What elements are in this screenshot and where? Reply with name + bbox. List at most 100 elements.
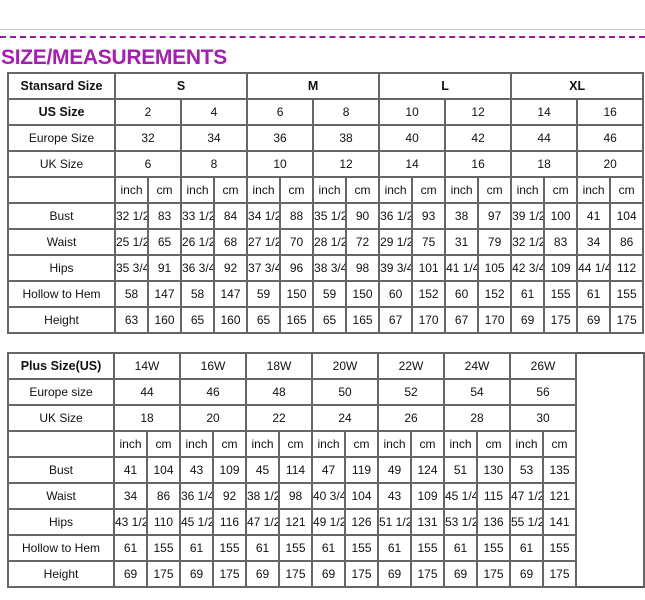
table-cell: 91 xyxy=(147,254,182,282)
table-cell: 14 xyxy=(510,98,579,126)
table-cell: 170 xyxy=(477,306,513,334)
table-cell: 58 xyxy=(114,280,149,308)
table-cell: 61 xyxy=(311,534,346,562)
table-cell: 175 xyxy=(146,560,181,588)
row-label: Hips xyxy=(7,508,115,536)
row-label: Height xyxy=(7,306,116,334)
table-cell: 109 xyxy=(543,254,579,282)
measurement-row: Hips 43 1/2 110 45 1/2 116 47 1/2 121 49 1/2 126… xyxy=(7,508,644,536)
table-cell: 84 xyxy=(212,202,249,230)
europe-size-row: Europe Size 32 34 36 38 40 42 44 46 xyxy=(7,124,645,152)
table-cell: 10 xyxy=(246,150,315,178)
unit-cm: cm xyxy=(212,176,249,204)
table-cell: 69 xyxy=(576,306,612,334)
table-cell: 53 1/2 xyxy=(443,508,478,536)
table-cell: 29 1/2 xyxy=(378,228,414,256)
measurement-row: Waist 25 1/2 65 26 1/2 68 27 1/2 70 28 1/2 72 29 … xyxy=(7,228,645,256)
table-cell: 59 xyxy=(246,280,282,308)
table-cell: 130 xyxy=(476,456,511,484)
table-cell: 45 1/4 xyxy=(443,482,478,510)
table-cell: 155 xyxy=(609,280,645,308)
table-cell: 28 xyxy=(443,404,511,432)
table-cell: 155 xyxy=(410,534,445,562)
size-group-header: M xyxy=(246,72,381,100)
unit-inch: inch xyxy=(377,430,412,458)
unit-cm: cm xyxy=(543,176,579,204)
unit-cm: cm xyxy=(410,430,445,458)
table-cell: 56 xyxy=(509,378,577,406)
top-divider xyxy=(0,29,645,30)
row-label: Waist xyxy=(7,228,116,256)
table-cell: 40 3/4 xyxy=(311,482,346,510)
table-cell: 61 xyxy=(377,534,412,562)
table-cell: 43 xyxy=(179,456,214,484)
table-cell: 61 xyxy=(510,280,546,308)
plus-size-table: Plus Size(US) 14W 16W 18W 20W 22W 24W 26W Europe… xyxy=(7,352,645,588)
unit-inch: inch xyxy=(246,176,282,204)
row-label: Hips xyxy=(7,254,116,282)
table-cell: 65 xyxy=(147,228,182,256)
unit-inch: inch xyxy=(113,430,148,458)
table-cell: 27 1/2 xyxy=(246,228,282,256)
unit-cm: cm xyxy=(476,430,511,458)
table-cell: 12 xyxy=(444,98,513,126)
table-cell: 32 1/2 xyxy=(510,228,546,256)
row-label xyxy=(7,430,115,458)
table-cell: 44 xyxy=(510,124,579,152)
unit-inch: inch xyxy=(378,176,414,204)
table-cell: 124 xyxy=(410,456,445,484)
table-cell: 38 xyxy=(444,202,480,230)
row-label: Waist xyxy=(7,482,115,510)
table-cell: 8 xyxy=(312,98,381,126)
table-cell: 32 xyxy=(114,124,182,152)
header-row: Stansard Size S M L XL xyxy=(7,72,645,100)
table-cell: 31 xyxy=(444,228,480,256)
table-cell: 2 xyxy=(114,98,182,126)
table-cell: 69 xyxy=(245,560,280,588)
plus-size-header: 26W xyxy=(509,352,577,380)
table-cell: 58 xyxy=(180,280,215,308)
table-cell: 112 xyxy=(609,254,645,282)
table-cell: 36 1/4 xyxy=(179,482,214,510)
table-cell: 43 1/2 xyxy=(113,508,148,536)
table-cell: 48 xyxy=(245,378,313,406)
row-label: UK Size xyxy=(7,404,115,432)
table-cell: 147 xyxy=(212,280,249,308)
measurement-row: Hips 35 3/4 91 36 3/4 92 37 3/4 96 38 3/4 98 39 3… xyxy=(7,254,645,282)
table-cell: 33 1/2 xyxy=(180,202,215,230)
measurement-row: Waist 34 86 36 1/4 92 38 1/2 98 40 3/4 104 43 109 4… xyxy=(7,482,644,510)
size-group-header: XL xyxy=(510,72,645,100)
table-cell: 70 xyxy=(279,228,315,256)
table-cell: 61 xyxy=(245,534,280,562)
table-cell: 136 xyxy=(476,508,511,536)
table-cell: 34 xyxy=(113,482,148,510)
table-cell: 10 xyxy=(378,98,447,126)
unit-inch: inch xyxy=(179,430,214,458)
table-cell: 47 1/2 xyxy=(509,482,544,510)
table-cell: 6 xyxy=(246,98,315,126)
measurement-row: Bust 32 1/2 83 33 1/2 84 34 1/2 88 35 1/2 90 36 1… xyxy=(7,202,645,230)
row-label: Bust xyxy=(7,202,116,230)
size-group-header: L xyxy=(378,72,513,100)
table-cell: 44 1/4 xyxy=(576,254,612,282)
table-cell: 65 xyxy=(312,306,348,334)
table-cell: 39 3/4 xyxy=(378,254,414,282)
unit-cm: cm xyxy=(212,430,247,458)
plus-size-header: 24W xyxy=(443,352,511,380)
plus-size-header: 14W xyxy=(113,352,181,380)
unit-cm: cm xyxy=(477,176,513,204)
table-cell: 98 xyxy=(278,482,313,510)
table-cell: 36 3/4 xyxy=(180,254,215,282)
row-label: Plus Size(US) xyxy=(7,352,115,380)
table-cell: 35 3/4 xyxy=(114,254,149,282)
table-cell: 22 xyxy=(245,404,313,432)
unit-inch: inch xyxy=(444,176,480,204)
table-cell: 68 xyxy=(212,228,249,256)
table-cell: 50 xyxy=(311,378,379,406)
table-cell: 46 xyxy=(576,124,645,152)
table-cell: 175 xyxy=(476,560,511,588)
standard-size-table: Stansard Size S M L XL US Size 2 4 6 8 10 12 14 16 Eur… xyxy=(7,72,645,334)
table-cell: 52 xyxy=(377,378,445,406)
row-label: Europe size xyxy=(7,378,115,406)
table-cell: 26 xyxy=(377,404,445,432)
